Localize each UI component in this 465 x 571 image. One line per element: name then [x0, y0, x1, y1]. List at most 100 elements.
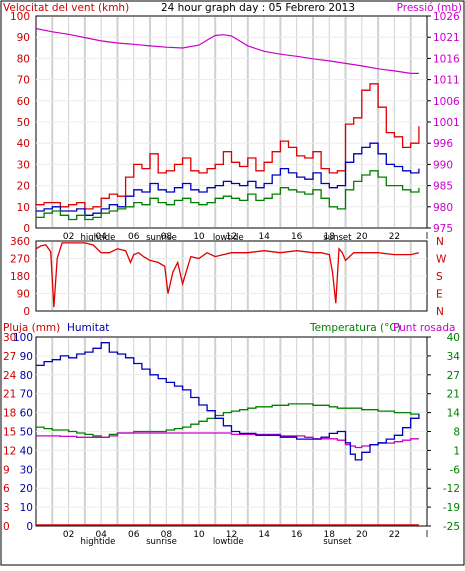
pressure-line — [35, 27, 419, 74]
humidity-y-tick-label: 20 — [20, 483, 33, 495]
rain-y-tick-label: 27 — [3, 351, 16, 363]
hour-tick-label: 14 — [258, 530, 270, 540]
hour-tick-label: 12 — [226, 530, 237, 540]
rain-axis-title: Pluja (mm) — [3, 322, 60, 334]
wind-x-ticks: 02 04 06 08 10 12 14 16 18 20 22 l — [63, 232, 428, 242]
compass-label: S — [436, 271, 443, 283]
wind-y-tick-label: 20 — [17, 181, 30, 193]
hour-tick-label: l — [426, 530, 429, 540]
hour-tick-label: 06 — [128, 232, 140, 242]
temperature-y-tick-label: 1 — [453, 445, 460, 457]
pressure-y-tick-label: 975 — [433, 223, 453, 235]
humidity-y-tick-label: 100 — [13, 332, 33, 344]
hum-grid — [36, 338, 427, 525]
pressure-y-tick-label: 990 — [433, 159, 453, 171]
direction-y-tick-label: 180 — [10, 271, 30, 283]
humidity-y-ticks: 0 10 20 30 40 50 60 70 80 90 100 — [13, 332, 33, 533]
rain-y-tick-label: 0 — [3, 521, 10, 533]
event-label: lowtide — [213, 537, 244, 547]
hour-tick-label: 04 — [95, 232, 107, 242]
pressure-y-tick-label: 985 — [433, 181, 453, 193]
humidity-y-tick-label: 30 — [20, 464, 33, 476]
hour-tick-label: 16 — [291, 232, 303, 242]
wind-y-tick-label: 80 — [17, 53, 30, 65]
temperature-y-tick-label: 8 — [453, 427, 460, 439]
event-label: sunset — [323, 233, 352, 243]
wind-y-ticks: 0 10 20 30 40 50 60 70 80 90 100 — [10, 11, 30, 235]
wind-gust-line — [36, 83, 420, 210]
pressure-y-tick-label: 1016 — [433, 53, 460, 65]
temperature-y-tick-label: -6 — [450, 464, 461, 476]
humidity-y-tick-label: 10 — [20, 502, 33, 514]
humidity-line — [36, 342, 420, 461]
rain-y-tick-label: 6 — [3, 483, 10, 495]
hour-tick-label: l — [426, 232, 429, 242]
temperature-y-tick-label: 27 — [447, 370, 460, 382]
temperature-y-tick-label: 40 — [447, 332, 460, 344]
hour-tick-label: 02 — [63, 530, 74, 540]
hour-tick-label: 02 — [63, 232, 74, 242]
wind-direction-line — [35, 242, 420, 308]
temperature-y-tick-label: 21 — [447, 389, 460, 401]
pressure-y-tick-label: 1026 — [433, 11, 460, 23]
wind-y-tick-label: 0 — [23, 223, 30, 235]
temperature-y-tick-label: -12 — [443, 483, 460, 495]
hour-tick-label: 04 — [95, 530, 107, 540]
rain-y-tick-label: 18 — [3, 408, 16, 420]
hour-tick-label: 20 — [356, 232, 368, 242]
direction-y-tick-label: 360 — [10, 236, 30, 248]
humidity-y-tick-label: 40 — [20, 445, 33, 457]
pressure-y-tick-label: 1011 — [433, 75, 460, 87]
wind-series — [35, 27, 420, 221]
temperature-axis-title: Temperatura (°C) — [309, 322, 401, 334]
event-label: sunrise — [146, 233, 177, 243]
hour-tick-label: 20 — [356, 530, 368, 540]
humidity-y-tick-label: 70 — [20, 389, 33, 401]
direction-y-tick-label: 270 — [10, 254, 30, 266]
rain-y-tick-label: 21 — [3, 389, 16, 401]
hour-tick-label: 10 — [193, 530, 205, 540]
temperature-y-tick-label: 14 — [447, 408, 461, 420]
event-label: hightide — [80, 233, 115, 243]
direction-y-tick-label: 0 — [23, 306, 30, 318]
wind-event-labels: hightide sunrise lowtide sunset — [80, 233, 352, 243]
temperature-y-tick-label: -25 — [443, 521, 460, 533]
wind-y-tick-label: 30 — [17, 159, 30, 171]
wind-pressure-panel: 0 10 20 30 40 50 60 70 80 90 100 975 980 985 990 996 10… — [10, 11, 460, 243]
event-label: hightide — [80, 537, 115, 547]
pressure-y-tick-label: 980 — [433, 202, 453, 214]
compass-label: N — [436, 306, 444, 318]
direction-y-tick-label: 90 — [17, 289, 30, 301]
humidity-y-tick-label: 50 — [20, 427, 33, 439]
wind-y-tick-label: 90 — [17, 32, 30, 44]
rain-y-tick-label: 12 — [3, 445, 16, 457]
hour-tick-label: 08 — [161, 530, 173, 540]
wind-avg-line — [36, 142, 420, 216]
humidity-y-tick-label: 90 — [20, 351, 33, 363]
rain-y-tick-label: 30 — [3, 332, 16, 344]
pressure-y-tick-label: 996 — [433, 138, 453, 150]
direction-y-ticks: 0 90 180 270 360 — [10, 236, 30, 318]
rain-y-ticks: 0 3 6 9 12 15 18 21 24 27 30 — [3, 332, 17, 533]
hour-tick-label: 12 — [226, 232, 237, 242]
temperature-y-tick-label: -19 — [443, 502, 460, 514]
rain-y-tick-label: 15 — [3, 427, 16, 439]
rain-y-tick-label: 9 — [3, 464, 10, 476]
rain-y-tick-label: 24 — [3, 370, 17, 382]
pressure-y-ticks: 975 980 985 990 996 1001 1006 1011 1016 1021 1026 — [427, 11, 460, 235]
hour-tick-label: 22 — [389, 530, 400, 540]
humidity-y-tick-label: 0 — [26, 521, 33, 533]
wind-y-tick-label: 10 — [17, 202, 30, 214]
hour-tick-label: 18 — [324, 530, 336, 540]
humidity-y-tick-label: 60 — [20, 408, 33, 420]
wind-y-tick-label: 50 — [17, 117, 30, 129]
event-label: sunset — [323, 537, 352, 547]
event-label: lowtide — [213, 233, 244, 243]
compass-label: E — [436, 289, 443, 301]
rain-y-tick-label: 3 — [3, 502, 10, 514]
